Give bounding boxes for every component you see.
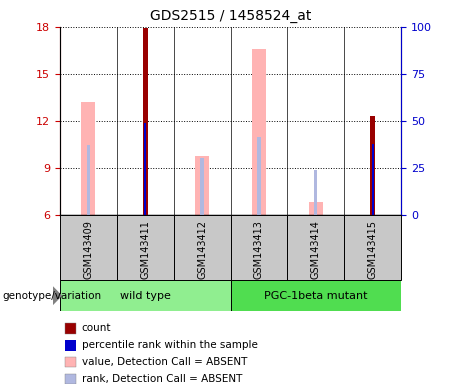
- Text: value, Detection Call = ABSENT: value, Detection Call = ABSENT: [82, 357, 247, 367]
- Text: wild type: wild type: [120, 291, 171, 301]
- Bar: [257, 137, 260, 215]
- Bar: [195, 156, 209, 215]
- Text: percentile rank within the sample: percentile rank within the sample: [82, 340, 258, 350]
- Bar: [60, 280, 230, 311]
- Bar: [372, 144, 374, 215]
- Bar: [287, 215, 344, 280]
- Text: GSM143415: GSM143415: [367, 220, 378, 279]
- Polygon shape: [53, 286, 62, 305]
- Text: rank, Detection Call = ABSENT: rank, Detection Call = ABSENT: [82, 374, 242, 384]
- Bar: [117, 215, 174, 280]
- Bar: [314, 170, 318, 215]
- Text: GSM143413: GSM143413: [254, 220, 264, 279]
- Bar: [230, 280, 401, 311]
- Bar: [81, 102, 95, 215]
- Text: GSM143411: GSM143411: [140, 220, 150, 279]
- Text: GSM143412: GSM143412: [197, 220, 207, 279]
- Bar: [60, 215, 117, 280]
- Text: PGC-1beta mutant: PGC-1beta mutant: [264, 291, 367, 301]
- Bar: [252, 49, 266, 215]
- Text: count: count: [82, 323, 111, 333]
- Bar: [144, 123, 146, 215]
- Bar: [309, 202, 323, 215]
- Text: GSM143409: GSM143409: [83, 220, 94, 279]
- Bar: [142, 28, 148, 215]
- Text: genotype/variation: genotype/variation: [2, 291, 101, 301]
- Bar: [201, 158, 204, 215]
- Bar: [87, 145, 90, 215]
- Title: GDS2515 / 1458524_at: GDS2515 / 1458524_at: [150, 9, 311, 23]
- Bar: [344, 215, 401, 280]
- Bar: [174, 215, 230, 280]
- Bar: [370, 116, 375, 215]
- Bar: [230, 215, 287, 280]
- Text: GSM143414: GSM143414: [311, 220, 321, 279]
